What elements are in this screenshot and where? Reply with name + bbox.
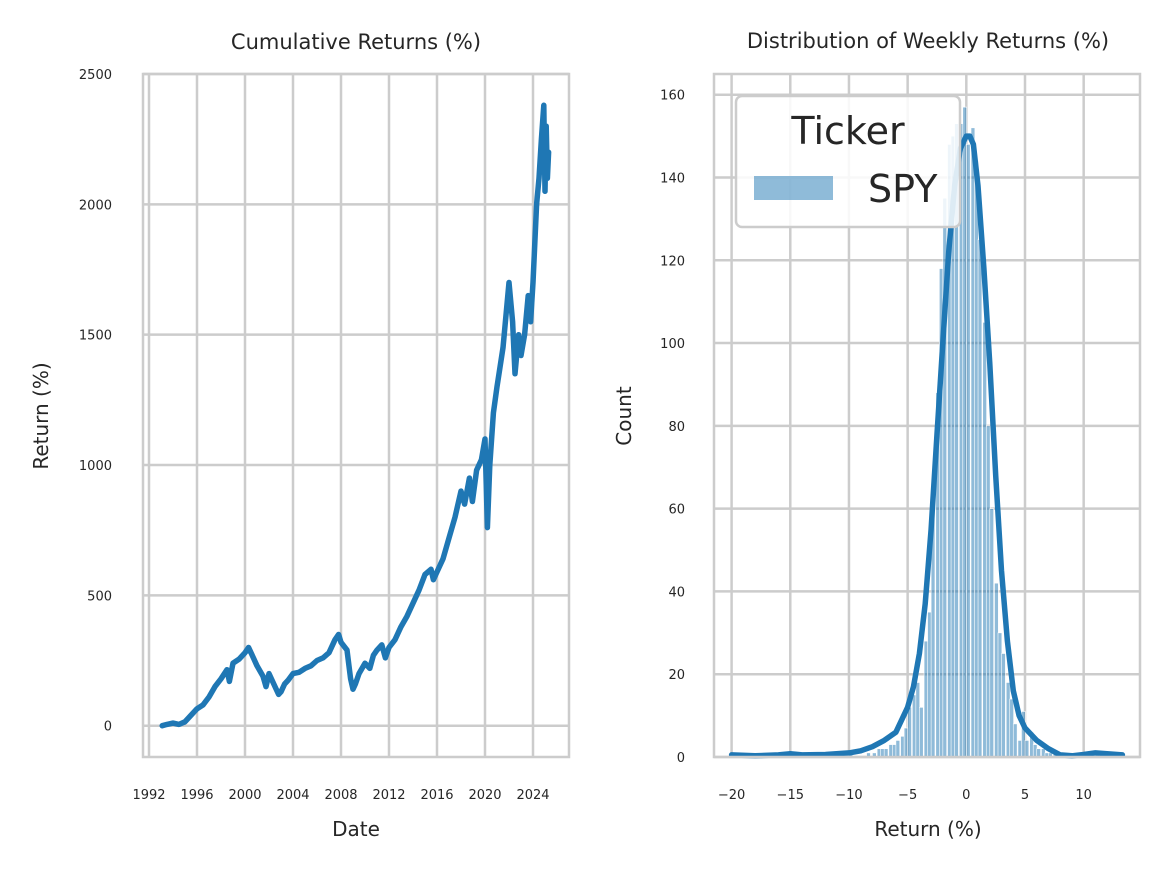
left-chart-title: Cumulative Returns (%) — [231, 30, 481, 54]
right-x-tick-label: 10 — [1075, 788, 1092, 803]
right-y-axis-label: Count — [612, 386, 636, 446]
weekly-returns-histogram: −20 −15 −10 −5 0 5 10 0 20 40 60 80 100 120 140 160 Di… — [612, 29, 1142, 841]
left-y-axis-label: Return (%) — [29, 362, 53, 469]
legend-swatch-spy — [754, 176, 833, 200]
left-x-tick-label: 1992 — [132, 788, 165, 803]
left-axes-frame — [141, 72, 571, 759]
left-x-tick-label: 2016 — [420, 788, 453, 803]
left-x-axis-label: Date — [332, 817, 380, 841]
right-y-tick-label: 140 — [660, 171, 685, 186]
right-y-tick-label: 120 — [660, 254, 685, 269]
right-x-tick-label: −10 — [835, 788, 862, 803]
right-y-tick-label: 0 — [677, 751, 685, 766]
histogram-bar — [989, 508, 994, 758]
legend-label-spy: SPY — [868, 167, 938, 211]
right-y-tick-label: 60 — [668, 503, 685, 518]
right-y-tick-label: 40 — [668, 585, 685, 600]
histogram-bars — [731, 106, 1100, 758]
left-x-tick-label: 2024 — [516, 788, 549, 803]
left-x-tick-label: 2000 — [228, 788, 261, 803]
left-x-tick-label: 1996 — [180, 788, 213, 803]
left-x-tick-label: 2012 — [372, 788, 405, 803]
left-y-tick-label: 1500 — [79, 329, 112, 344]
right-chart-title: Distribution of Weekly Returns (%) — [747, 29, 1109, 53]
right-x-tick-label: −20 — [718, 788, 745, 803]
left-y-tick-label: 0 — [104, 720, 112, 735]
cumulative-returns-chart: 1992 1996 2000 2004 2008 2012 2016 2020 2024 0 50… — [29, 30, 571, 841]
right-y-tick-label: 160 — [660, 89, 685, 104]
right-axes-frame — [712, 72, 1142, 759]
right-y-tick-label: 100 — [660, 337, 685, 352]
left-x-tick-label: 2020 — [468, 788, 501, 803]
histogram-bar — [1001, 653, 1006, 758]
left-x-tick-label: 2008 — [324, 788, 357, 803]
left-x-tick-label: 2004 — [276, 788, 309, 803]
histogram-bar — [1024, 740, 1030, 758]
histogram-bar — [966, 144, 971, 758]
left-y-tick-label: 2500 — [79, 68, 112, 83]
right-x-axis-label: Return (%) — [874, 817, 981, 841]
left-y-tick-label: 500 — [87, 589, 112, 604]
left-grid — [143, 72, 569, 757]
histogram-bar — [895, 740, 901, 758]
left-y-tick-label: 2000 — [79, 198, 112, 213]
series-line-spy — [159, 102, 552, 729]
right-y-tick-label: 80 — [668, 420, 685, 435]
right-x-tick-label: −15 — [777, 788, 804, 803]
left-line-layer — [159, 102, 552, 729]
left-y-tick-label: 1000 — [79, 459, 112, 474]
right-y-tick-labels: 0 20 40 60 80 100 120 140 160 — [660, 89, 685, 766]
left-x-tick-labels: 1992 1996 2000 2004 2008 2012 2016 2020 2024 — [132, 788, 549, 803]
right-x-tick-label: −5 — [898, 788, 917, 803]
legend: Ticker SPY — [734, 94, 962, 229]
histogram-bar — [907, 707, 912, 758]
histogram-bar — [977, 239, 983, 758]
histogram-bar — [1012, 723, 1018, 758]
histogram-bar — [919, 707, 924, 758]
right-x-tick-label: 5 — [1021, 788, 1029, 803]
legend-title: Ticker — [790, 109, 905, 153]
left-y-tick-labels: 0 500 1000 1500 2000 2500 — [79, 68, 112, 735]
right-x-tick-labels: −20 −15 −10 −5 0 5 10 — [718, 788, 1092, 803]
right-x-tick-label: 0 — [962, 788, 970, 803]
right-y-tick-label: 20 — [668, 668, 685, 683]
